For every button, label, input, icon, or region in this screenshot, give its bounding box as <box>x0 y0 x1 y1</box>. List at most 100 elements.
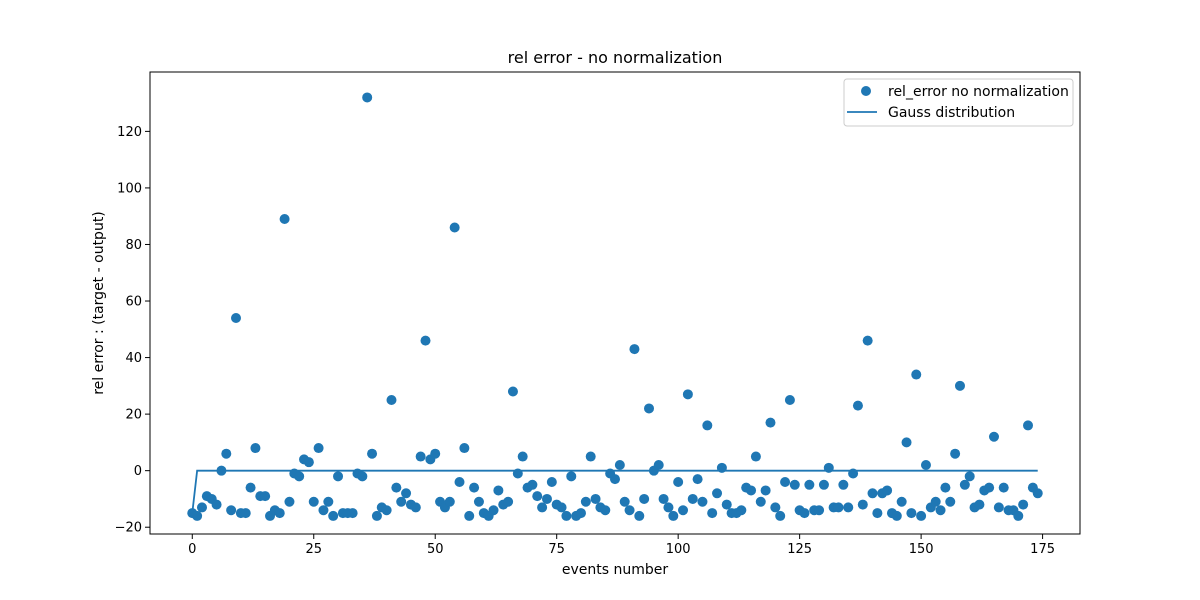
scatter-point <box>1032 488 1043 499</box>
scatter-point <box>308 496 319 507</box>
scatter-point <box>653 460 664 471</box>
scatter-point <box>444 496 455 507</box>
scatter-point <box>673 476 684 487</box>
scatter-point <box>692 474 703 485</box>
scatter-point <box>629 344 640 355</box>
scatter-point <box>862 335 873 346</box>
scatter-point <box>950 448 961 459</box>
scatter-point <box>488 505 499 516</box>
x-tick-label: 25 <box>305 542 322 557</box>
x-tick-label: 125 <box>787 542 812 557</box>
scatter-point <box>964 471 975 482</box>
scatter-point <box>663 502 674 513</box>
scatter-point <box>590 493 601 504</box>
scatter-point <box>294 471 305 482</box>
scatter-point <box>493 485 504 496</box>
scatter-point <box>857 499 868 510</box>
scatter-point <box>697 496 708 507</box>
scatter-point <box>216 465 227 476</box>
scatter-point <box>449 222 460 233</box>
scatter-point <box>614 460 625 471</box>
scatter-point <box>789 479 800 490</box>
scatter-point <box>600 505 611 516</box>
scatter-point <box>396 496 407 507</box>
scatter-point <box>250 443 261 454</box>
scatter-point <box>1023 420 1034 431</box>
scatter-point <box>906 508 917 519</box>
y-tick-label: 100 <box>117 181 142 196</box>
scatter-point <box>624 505 635 516</box>
x-tick-label: 175 <box>1030 542 1055 557</box>
y-tick-label: −20 <box>115 521 142 536</box>
scatter-point <box>1013 510 1024 521</box>
scatter-point <box>848 468 859 479</box>
scatter-point <box>639 493 650 504</box>
scatter-point <box>833 502 844 513</box>
legend-label-line: Gauss distribution <box>888 105 1015 121</box>
y-tick-label: 80 <box>125 238 142 253</box>
scatter-point <box>716 462 727 473</box>
scatter-point <box>916 510 927 521</box>
scatter-point <box>799 508 810 519</box>
scatter-point <box>532 491 543 502</box>
x-axis-ticks: 0 25 50 75 100 125 150 175 <box>188 534 1055 557</box>
scatter-point <box>935 505 946 516</box>
scatter-point <box>658 493 669 504</box>
scatter-point <box>313 443 324 454</box>
scatter-point <box>634 510 645 521</box>
scatter-point <box>580 496 591 507</box>
scatter-point <box>575 508 586 519</box>
scatter-point <box>347 508 358 519</box>
legend: rel_error no normalization Gauss distrib… <box>843 78 1074 127</box>
scatter-point <box>410 502 421 513</box>
x-tick-label: 150 <box>909 542 934 557</box>
legend-marker-scatter <box>861 86 871 96</box>
x-tick-label: 50 <box>427 542 444 557</box>
scatter-point <box>959 479 970 490</box>
chart-title: rel error - no normalization <box>508 48 723 67</box>
scatter-point <box>610 474 620 485</box>
scatter-point <box>323 496 334 507</box>
scatter-point <box>415 451 426 462</box>
scatter-point <box>459 443 470 454</box>
scatter-point <box>814 505 825 516</box>
scatter-point <box>619 496 630 507</box>
scatter-point <box>211 499 222 510</box>
scatter-point <box>682 389 693 400</box>
scatter-point <box>867 488 878 499</box>
x-tick-label: 0 <box>188 542 196 557</box>
scatter-point <box>687 493 698 504</box>
scatter-point <box>469 482 480 493</box>
scatter-point <box>527 479 538 490</box>
scatter-point <box>245 482 256 493</box>
y-axis-label: rel error : (target - output) <box>91 211 107 395</box>
scatter-point <box>712 488 723 499</box>
scatter-point <box>852 400 863 411</box>
scatter-point <box>993 502 1004 513</box>
scatter-points <box>187 92 1043 521</box>
scatter-point <box>274 508 285 519</box>
scatter-point <box>984 482 995 493</box>
scatter-point <box>503 496 514 507</box>
scatter-point <box>804 479 815 490</box>
scatter-point <box>911 369 922 380</box>
scatter-point <box>920 460 931 471</box>
scatter-point <box>541 493 552 504</box>
y-tick-label: 0 <box>134 464 142 479</box>
scatter-point <box>371 510 382 521</box>
scatter-point <box>707 508 718 519</box>
x-tick-label: 75 <box>548 542 565 557</box>
scatter-point <box>775 510 786 521</box>
scatter-point <box>644 403 655 414</box>
scatter-point <box>760 485 771 496</box>
scatter-point <box>891 510 902 521</box>
scatter-point <box>736 505 747 516</box>
scatter-point <box>784 394 795 405</box>
y-tick-label: 60 <box>125 295 142 310</box>
scatter-point <box>872 508 883 519</box>
scatter-point <box>333 471 344 482</box>
scatter-point <box>678 505 689 516</box>
scatter-point <box>940 482 951 493</box>
scatter-point <box>818 479 829 490</box>
scatter-point <box>507 386 518 397</box>
